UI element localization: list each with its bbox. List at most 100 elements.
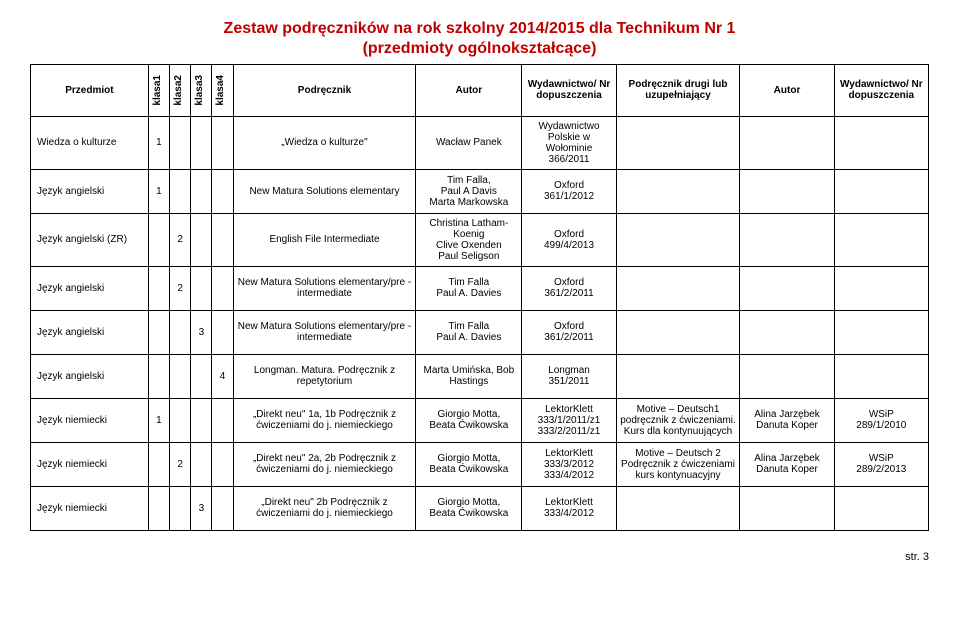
cell-book2	[616, 169, 740, 213]
cell-book: Longman. Matura. Podręcznik z repetytori…	[233, 354, 416, 398]
cell-k3	[191, 169, 212, 213]
cell-subject: Język angielski (ZR)	[31, 213, 149, 266]
cell-k4	[212, 116, 233, 169]
cell-author2	[740, 266, 834, 310]
table-row: Język niemiecki2„Direkt neu" 2a, 2b Podr…	[31, 442, 929, 486]
cell-subject: Język niemiecki	[31, 486, 149, 530]
cell-k1: 1	[148, 169, 169, 213]
table-body: Wiedza o kulturze1„Wiedza o kulturze"Wac…	[31, 116, 929, 530]
page-title: Zestaw podręczników na rok szkolny 2014/…	[30, 20, 929, 38]
cell-author: Wacław Panek	[416, 116, 522, 169]
cell-author: Christina Latham-Koenig Clive Oxenden Pa…	[416, 213, 522, 266]
cell-book2: Motive – Deutsch1 podręcznik z ćwiczenia…	[616, 398, 740, 442]
cell-pub: LektorKlett 333/1/2011/z1 333/2/2011/z1	[522, 398, 616, 442]
col-book: Podręcznik	[233, 65, 416, 117]
cell-book2	[616, 266, 740, 310]
cell-k3	[191, 213, 212, 266]
textbook-table: Przedmiot klasa1 klasa2 klasa3 klasa4 Po…	[30, 64, 929, 531]
cell-k2	[170, 310, 191, 354]
table-row: Język niemiecki1 „Direkt neu" 1a, 1b Podr…	[31, 398, 929, 442]
cell-author: Tim Falla, Paul A Davis Marta Markowska	[416, 169, 522, 213]
cell-k3	[191, 398, 212, 442]
cell-author2	[740, 169, 834, 213]
cell-k2: 2	[170, 442, 191, 486]
cell-book: New Matura Solutions elementary	[233, 169, 416, 213]
page-subtitle: (przedmioty ogólnokształcące)	[30, 40, 929, 58]
cell-pub: Wydawnictwo Polskie w Wołominie 366/2011	[522, 116, 616, 169]
cell-book: „Direkt neu" 2b Podręcznik z ćwiczeniami…	[233, 486, 416, 530]
cell-pub2: WSiP 289/1/2010	[834, 398, 928, 442]
cell-k1	[148, 310, 169, 354]
cell-pub2	[834, 169, 928, 213]
cell-author: Marta Umińska, Bob Hastings	[416, 354, 522, 398]
col-klasa3: klasa3	[191, 65, 212, 117]
cell-book2	[616, 354, 740, 398]
col-pub2: Wydawnictwo/ Nr dopuszczenia	[834, 65, 928, 117]
cell-author: Giorgio Motta, Beata Ćwikowska	[416, 442, 522, 486]
col-author2: Autor	[740, 65, 834, 117]
cell-pub2: WSiP 289/2/2013	[834, 442, 928, 486]
cell-subject: Język angielski	[31, 354, 149, 398]
cell-k1	[148, 486, 169, 530]
cell-subject: Wiedza o kulturze	[31, 116, 149, 169]
cell-pub: Oxford 361/2/2011	[522, 310, 616, 354]
table-header-row: Przedmiot klasa1 klasa2 klasa3 klasa4 Po…	[31, 65, 929, 117]
cell-author: Giorgio Motta, Beata Ćwikowska	[416, 486, 522, 530]
table-row: Język niemiecki 3 „Direkt neu" 2b Podręczn…	[31, 486, 929, 530]
cell-book: „Wiedza o kulturze"	[233, 116, 416, 169]
cell-subject: Język niemiecki	[31, 398, 149, 442]
cell-pub: Longman 351/2011	[522, 354, 616, 398]
cell-subject: Język niemiecki	[31, 442, 149, 486]
cell-k4	[212, 486, 233, 530]
cell-pub: LektorKlett 333/3/2012 333/4/2012	[522, 442, 616, 486]
table-row: Wiedza o kulturze1 „Wiedza o kulturze"Wac…	[31, 116, 929, 169]
cell-k1	[148, 266, 169, 310]
cell-k1	[148, 442, 169, 486]
cell-subject: Język angielski	[31, 266, 149, 310]
cell-book2	[616, 116, 740, 169]
cell-book2	[616, 310, 740, 354]
cell-pub: Oxford 361/1/2012	[522, 169, 616, 213]
col-book2: Podręcznik drugi lub uzupełniający	[616, 65, 740, 117]
cell-author2	[740, 116, 834, 169]
cell-pub: LektorKlett 333/4/2012	[522, 486, 616, 530]
cell-k2	[170, 116, 191, 169]
cell-k1	[148, 354, 169, 398]
cell-book2: Motive – Deutsch 2 Podręcznik z ćwiczeni…	[616, 442, 740, 486]
cell-book2	[616, 486, 740, 530]
cell-book: „Direkt neu" 1a, 1b Podręcznik z ćwiczen…	[233, 398, 416, 442]
cell-k4	[212, 310, 233, 354]
cell-k4	[212, 442, 233, 486]
cell-author: Tim Falla Paul A. Davies	[416, 266, 522, 310]
cell-subject: Język angielski	[31, 310, 149, 354]
col-author: Autor	[416, 65, 522, 117]
page-footer: str. 3	[30, 551, 929, 563]
table-row: Język angielski3New Matura Solutions ele…	[31, 310, 929, 354]
cell-book: English File Intermediate	[233, 213, 416, 266]
cell-k1	[148, 213, 169, 266]
cell-author2	[740, 354, 834, 398]
cell-k2	[170, 398, 191, 442]
cell-k1: 1	[148, 116, 169, 169]
cell-pub2	[834, 354, 928, 398]
cell-k1: 1	[148, 398, 169, 442]
cell-k3	[191, 354, 212, 398]
col-pub: Wydawnictwo/ Nr dopuszczenia	[522, 65, 616, 117]
cell-k3	[191, 442, 212, 486]
cell-book2	[616, 213, 740, 266]
cell-k4	[212, 266, 233, 310]
col-klasa4: klasa4	[212, 65, 233, 117]
cell-pub2	[834, 266, 928, 310]
cell-author2	[740, 486, 834, 530]
cell-k3: 3	[191, 486, 212, 530]
cell-k2	[170, 354, 191, 398]
cell-book: New Matura Solutions elementary/pre -int…	[233, 310, 416, 354]
cell-author2: Alina Jarzębek Danuta Koper	[740, 442, 834, 486]
cell-pub: Oxford 361/2/2011	[522, 266, 616, 310]
cell-author: Tim Falla Paul A. Davies	[416, 310, 522, 354]
table-row: Język angielski4Longman. Matura. Podręcz…	[31, 354, 929, 398]
table-row: Język angielski (ZR) 2 English File Interm…	[31, 213, 929, 266]
cell-k2	[170, 486, 191, 530]
cell-k2: 2	[170, 213, 191, 266]
table-row: Język angielski2New Matura Solutions ele…	[31, 266, 929, 310]
